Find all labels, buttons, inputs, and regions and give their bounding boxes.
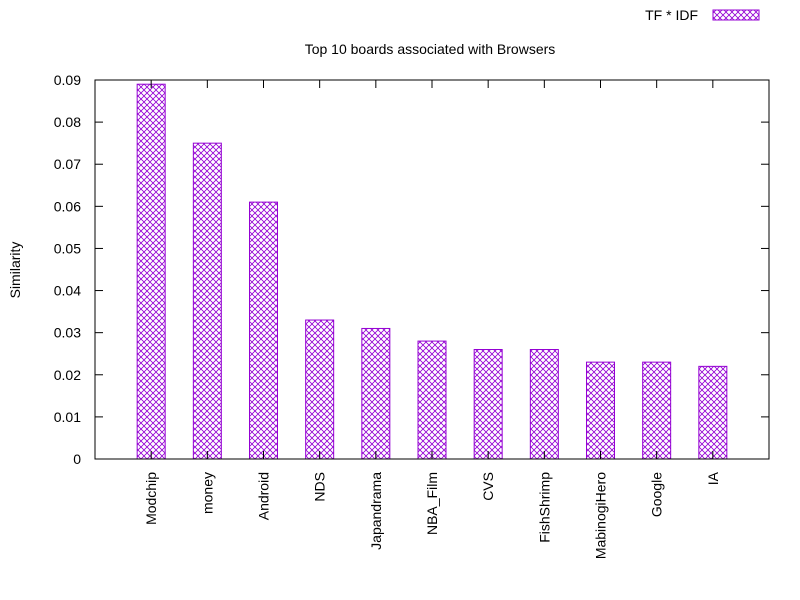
x-tick-label: IA — [705, 471, 721, 485]
y-tick-label: 0.03 — [54, 325, 81, 341]
x-tick-label: CVS — [480, 472, 496, 501]
y-tick-label: 0.07 — [54, 156, 81, 172]
x-tick-label: Modchip — [143, 472, 159, 525]
y-tick-label: 0.08 — [54, 114, 81, 130]
plot-area: 0 0.01 0.02 0.03 0.04 0.05 0.06 0.07 0.08 0.09 Mod… — [54, 72, 770, 559]
bar-google — [642, 361, 672, 460]
x-tick-label: MabinogiHero — [593, 472, 609, 559]
chart-title: Top 10 boards associated with Browsers — [305, 41, 556, 57]
y-tick-label: 0 — [73, 451, 81, 467]
bar-mabinogihero — [586, 361, 615, 460]
y-tick-label: 0.09 — [54, 72, 81, 88]
x-tick-label: money — [199, 472, 215, 514]
bar-modchip — [136, 83, 166, 460]
y-tick-label: 0.01 — [54, 409, 81, 425]
y-tick-label: 0.02 — [54, 367, 81, 383]
bar-nds — [305, 319, 335, 460]
bar-ia — [698, 365, 728, 460]
y-tick-label: 0.05 — [54, 240, 81, 256]
y-tick-label: 0.04 — [54, 283, 81, 299]
x-tick-label: Android — [256, 472, 272, 520]
bar-android — [249, 201, 278, 460]
legend-swatch — [712, 9, 760, 21]
bar-japandrama — [361, 327, 391, 460]
x-tick-label: NBA_Film — [424, 472, 440, 535]
bar-cvs — [473, 349, 503, 460]
y-axis-label: Similarity — [7, 242, 23, 299]
x-tick-label: NDS — [312, 472, 328, 502]
bar-money — [192, 142, 222, 460]
legend-label: TF * IDF — [645, 7, 698, 23]
x-tick-label: Japandrama — [368, 472, 384, 550]
bar-nba-film — [417, 340, 447, 460]
x-tick-label: FishShrimp — [536, 472, 552, 543]
y-tick-label: 0.06 — [54, 198, 81, 214]
x-tick-label: Google — [649, 472, 665, 517]
bar-fishshrimp — [529, 349, 559, 460]
legend: TF * IDF — [645, 7, 760, 23]
